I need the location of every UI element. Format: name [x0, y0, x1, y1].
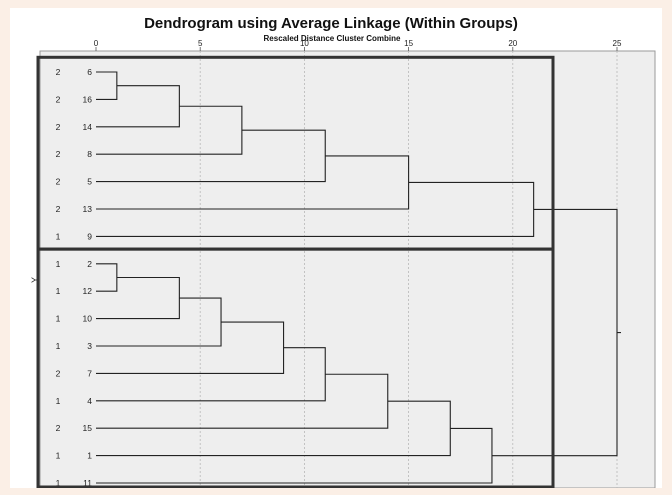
leaf-case-label: 1: [87, 451, 92, 461]
x-tick-label: 10: [300, 39, 309, 48]
leaf-case-label: 10: [83, 314, 93, 324]
leaf-group-label: 1: [56, 341, 61, 351]
x-tick-label: 20: [508, 39, 517, 48]
leaf-case-label: 5: [87, 177, 92, 187]
leaf-group-label: 2: [56, 67, 61, 77]
leaf-case-label: 11: [83, 478, 92, 488]
x-tick-label: 25: [613, 39, 622, 48]
leaf-case-label: 15: [83, 423, 93, 433]
leaf-group-label: 1: [56, 286, 61, 296]
leaf-group-label: 2: [56, 423, 61, 433]
leaf-group-label: 1: [56, 478, 61, 488]
leaf-group-label: 2: [56, 122, 61, 132]
leaf-group-label: 2: [56, 94, 61, 104]
leaf-case-label: 14: [83, 122, 93, 132]
leaf-case-label: 13: [83, 204, 93, 214]
leaf-group-label: 1: [56, 451, 61, 461]
leaf-case-label: 16: [83, 94, 93, 104]
leaf-case-label: 7: [87, 368, 92, 378]
leaf-group-label: 2: [56, 368, 61, 378]
y-axis-label: Y: [30, 277, 40, 283]
x-tick-label: 5: [198, 39, 203, 48]
chart-subtitle: Rescaled Distance Cluster Combine: [264, 34, 401, 43]
leaf-group-label: 1: [56, 231, 61, 241]
chart-frame: Dendrogram using Average Linkage (Within…: [10, 8, 662, 488]
leaf-case-label: 4: [87, 396, 92, 406]
x-tick-label: 0: [94, 39, 99, 48]
chart-title: Dendrogram using Average Linkage (Within…: [144, 15, 518, 32]
leaf-group-label: 1: [56, 396, 61, 406]
x-tick-label: 15: [404, 39, 413, 48]
leaf-case-label: 6: [87, 67, 92, 77]
leaf-case-label: 8: [87, 149, 92, 159]
leaf-group-label: 2: [56, 149, 61, 159]
cluster-box: [36, 247, 555, 488]
dendrogram-chart: Dendrogram using Average Linkage (Within…: [30, 15, 656, 488]
leaf-case-label: 9: [87, 231, 92, 241]
leaf-group-label: 2: [56, 204, 61, 214]
leaf-group-label: 1: [56, 259, 61, 269]
leaf-group-label: 2: [56, 177, 61, 187]
leaf-group-label: 1: [56, 314, 61, 324]
plot-area: [39, 50, 656, 488]
leaf-case-label: 12: [83, 286, 93, 296]
leaf-case-label: 2: [87, 259, 92, 269]
leaf-case-label: 3: [87, 341, 92, 351]
